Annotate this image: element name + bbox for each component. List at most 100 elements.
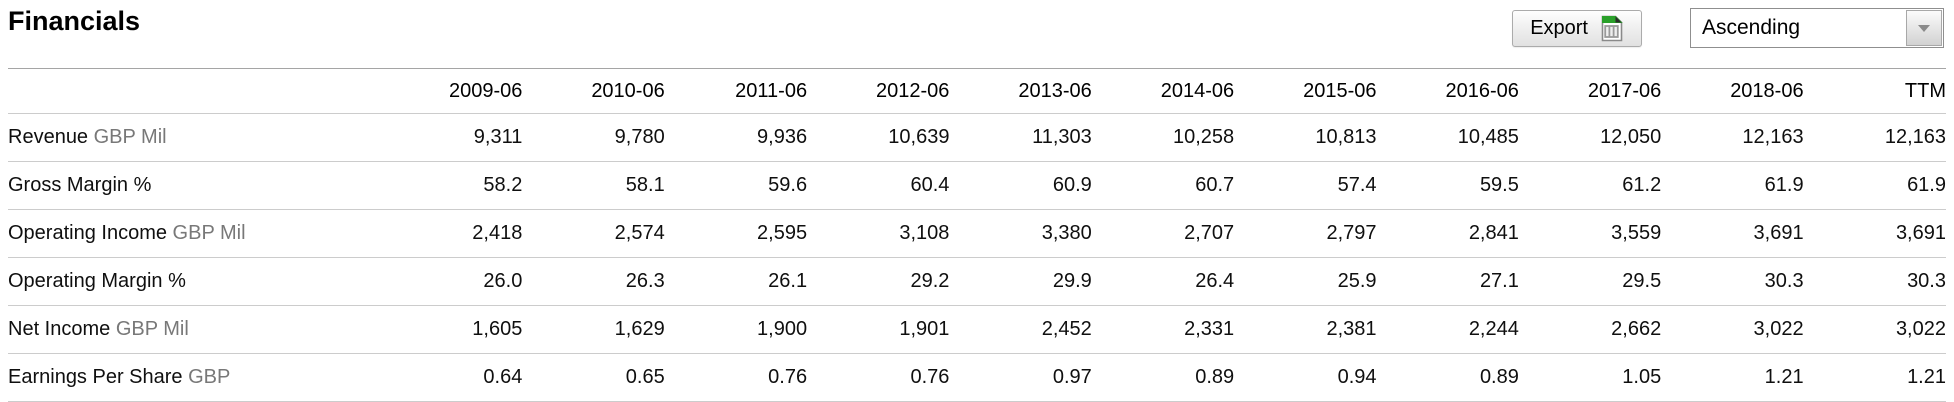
row-unit: GBP Mil (93, 126, 167, 148)
column-header: 2012-06 (876, 80, 950, 102)
table-cell: 25.9 (1337, 270, 1377, 292)
toolbar-controls: Export Ascending (1512, 6, 1946, 48)
table-cell: 3,691 (1895, 222, 1946, 244)
table-cell: 2,707 (1184, 222, 1235, 244)
row-label: Revenue (8, 126, 89, 148)
row-label-cell: Revenue GBP Mil (8, 114, 380, 162)
row-label-cell: Net Income GBP Mil (8, 306, 380, 354)
table-cell: 57.4 (1337, 174, 1377, 196)
export-button[interactable]: Export (1512, 9, 1642, 47)
table-cell: 0.65 (625, 366, 665, 388)
row-label: Operating Margin % (8, 270, 186, 292)
table-cell: 2,797 (1326, 222, 1377, 244)
header-row: 2009-06 2010-06 2011-06 2012-06 2013-06 … (8, 68, 1946, 114)
table-cell: 26.4 (1195, 270, 1235, 292)
column-header: 2011-06 (735, 80, 808, 102)
column-header: 2014-06 (1160, 80, 1235, 102)
table-cell: 3,691 (1753, 222, 1804, 244)
chevron-down-icon (1918, 24, 1930, 32)
table-cell: 1,900 (757, 318, 808, 340)
table-cell: 60.7 (1195, 174, 1235, 196)
sort-order-dropdown[interactable]: Ascending (1690, 8, 1944, 48)
table-cell: 3,022 (1753, 318, 1804, 340)
topbar: Financials Export Ascending (8, 0, 1946, 68)
table-cell: 1,901 (899, 318, 950, 340)
table-cell: 2,244 (1468, 318, 1519, 340)
column-header: 2010-06 (591, 80, 665, 102)
table-cell: 2,574 (614, 222, 665, 244)
table-cell: 10,485 (1457, 126, 1519, 148)
sort-dropdown-arrow-button[interactable] (1906, 10, 1942, 46)
table-cell: 10,258 (1172, 126, 1235, 148)
table-row-revenue: Revenue GBP Mil 9,311 9,780 9,936 10,639… (8, 113, 1946, 162)
table-cell: 0.94 (1337, 366, 1377, 388)
table-cell: 2,595 (757, 222, 808, 244)
table-cell: 58.2 (483, 174, 523, 196)
table-cell: 60.9 (1052, 174, 1092, 196)
table-cell: 10,639 (888, 126, 950, 148)
table-cell: 29.9 (1052, 270, 1092, 292)
export-button-label: Export (1530, 16, 1588, 39)
table-row-eps: Earnings Per Share GBP 0.64 0.65 0.76 0.… (8, 353, 1946, 402)
table-cell: 2,662 (1611, 318, 1662, 340)
row-label-cell: Operating Income GBP Mil (8, 210, 380, 258)
table-cell: 1.21 (1907, 366, 1946, 388)
row-label: Gross Margin % (8, 174, 152, 196)
row-label-cell: Operating Margin % (8, 258, 380, 306)
table-cell: 1.05 (1622, 366, 1662, 388)
table-cell: 9,780 (614, 126, 665, 148)
table-cell: 3,108 (899, 222, 950, 244)
table-row-gross-margin: Gross Margin % 58.2 58.1 59.6 60.4 60.9 … (8, 161, 1946, 210)
row-unit: GBP Mil (115, 318, 189, 340)
table-cell: 26.1 (768, 270, 808, 292)
financials-table: 2009-06 2010-06 2011-06 2012-06 2013-06 … (8, 68, 1946, 402)
table-cell: 11,303 (1032, 126, 1092, 148)
table-cell: 9,936 (757, 126, 808, 148)
table-cell: 2,381 (1326, 318, 1377, 340)
table-cell: 61.2 (1622, 174, 1662, 196)
table-cell: 0.64 (483, 366, 523, 388)
table-cell: 1,605 (472, 318, 523, 340)
row-label: Earnings Per Share (8, 366, 183, 388)
table-cell: 0.97 (1052, 366, 1092, 388)
table-cell: 27.1 (1479, 270, 1519, 292)
table-cell: 26.3 (625, 270, 665, 292)
table-cell: 2,331 (1184, 318, 1235, 340)
table-cell: 2,452 (1041, 318, 1092, 340)
table-cell: 30.3 (1907, 270, 1946, 292)
sort-order-value: Ascending (1702, 16, 1801, 39)
table-cell: 61.9 (1764, 174, 1804, 196)
table-cell: 12,163 (1884, 126, 1946, 148)
table-cell: 3,380 (1041, 222, 1092, 244)
table-cell: 29.2 (910, 270, 950, 292)
table-cell: 2,418 (472, 222, 523, 244)
row-label: Net Income (8, 318, 111, 340)
table-cell: 1,629 (614, 318, 665, 340)
column-header: 2013-06 (1018, 80, 1092, 102)
row-label-cell: Earnings Per Share GBP (8, 354, 380, 402)
column-header: 2009-06 (448, 80, 523, 102)
row-label-cell: Gross Margin % (8, 162, 380, 210)
column-header: 2018-06 (1730, 80, 1804, 102)
table-cell: 9,311 (473, 126, 523, 148)
table-cell: 59.6 (768, 174, 808, 196)
table-cell: 0.89 (1479, 366, 1519, 388)
column-header: 2016-06 (1445, 80, 1519, 102)
table-cell: 29.5 (1622, 270, 1662, 292)
table-cell: 26.0 (483, 270, 523, 292)
table-cell: 30.3 (1764, 270, 1804, 292)
column-header: 2017-06 (1587, 80, 1662, 102)
table-cell: 3,022 (1895, 318, 1946, 340)
table-cell: 10,813 (1315, 126, 1377, 148)
table-cell: 59.5 (1479, 174, 1519, 196)
table-cell: 58.1 (625, 174, 665, 196)
table-row-operating-margin: Operating Margin % 26.0 26.3 26.1 29.2 2… (8, 257, 1946, 306)
corner-header (8, 69, 380, 114)
page-title: Financials (8, 6, 141, 36)
table-cell: 1.21 (1764, 366, 1804, 388)
table-row-net-income: Net Income GBP Mil 1,605 1,629 1,900 1,9… (8, 305, 1946, 354)
table-cell: 12,050 (1600, 126, 1662, 148)
table-cell: 12,163 (1742, 126, 1804, 148)
table-cell: 61.9 (1907, 174, 1946, 196)
